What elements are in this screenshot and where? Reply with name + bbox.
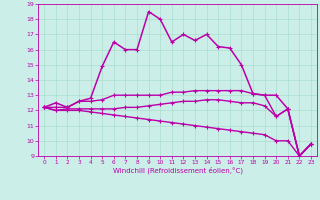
X-axis label: Windchill (Refroidissement éolien,°C): Windchill (Refroidissement éolien,°C) <box>113 167 243 174</box>
